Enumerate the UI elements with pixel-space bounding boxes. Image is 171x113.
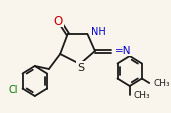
Text: =N: =N xyxy=(115,46,131,55)
Text: CH₃: CH₃ xyxy=(134,91,150,100)
Text: CH₃: CH₃ xyxy=(153,79,170,88)
Text: S: S xyxy=(77,62,84,72)
Text: NH: NH xyxy=(91,27,106,37)
Text: Cl: Cl xyxy=(8,85,18,95)
Text: O: O xyxy=(54,14,63,27)
